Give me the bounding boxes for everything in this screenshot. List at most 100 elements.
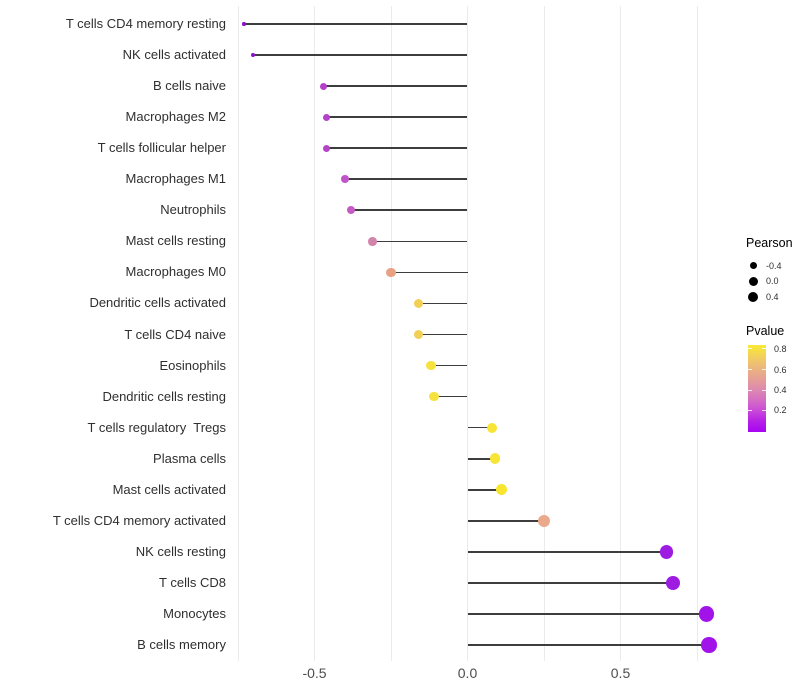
legend-pearson-items: -0.4 0.0 0.4 xyxy=(746,258,800,305)
category-label: Macrophages M1 xyxy=(125,171,226,187)
lollipop-stem xyxy=(467,551,667,553)
lollipop-dot xyxy=(495,484,507,496)
pearson-size-dot-circle xyxy=(749,262,757,270)
lollipop-dot xyxy=(489,453,501,464)
lollipop-dot xyxy=(665,575,680,590)
category-label: T cells regulatory Tregs xyxy=(87,419,226,435)
category-label: NK cells resting xyxy=(135,543,226,559)
category-label: T cells CD8 xyxy=(159,574,226,590)
colorbar-tick-label: 0.6 xyxy=(774,364,787,375)
lollipop-stem xyxy=(430,364,468,367)
lollipop-dot xyxy=(341,175,349,184)
category-label: B cells memory xyxy=(137,637,226,652)
lollipop-dot xyxy=(320,82,328,90)
category-label: Macrophages M0 xyxy=(125,264,226,280)
category-label: Macrophages M2 xyxy=(125,109,226,125)
legend-pvalue-title: Pvalue xyxy=(746,324,785,338)
lollipop-dot xyxy=(425,360,436,371)
colorbar-tick-label: 0.4 xyxy=(774,385,787,396)
legend: Pearson -0.4 0.0 0.4 Pvalue 0.8 0.6 0.4 0.2 xyxy=(746,236,800,432)
legend-pearson: Pearson -0.4 0.0 0.4 xyxy=(746,236,800,305)
x-tick-label: 0.5 xyxy=(610,665,631,681)
pvalue-colorbar-wrap: 0.8 0.6 0.4 0.2 xyxy=(748,343,800,433)
category-label: T cells follicular helper xyxy=(97,140,226,156)
lollipop-stem xyxy=(326,147,468,150)
lollipop-stem xyxy=(418,333,468,336)
lollipop-stem xyxy=(467,519,544,522)
colorbar-tick-label: 0.2 xyxy=(774,405,787,416)
category-label: Mast cells resting xyxy=(125,233,226,249)
lollipop-dot xyxy=(323,113,331,121)
category-label: T cells CD4 memory activated xyxy=(52,512,226,528)
lollipop-dot xyxy=(323,144,331,152)
colorbar-tickmark xyxy=(762,348,766,350)
category-label: Mast cells activated xyxy=(112,481,226,497)
category-label: NK cells activated xyxy=(122,47,226,63)
legend-pearson-item: 0.0 xyxy=(746,274,800,290)
colorbar-tickmark xyxy=(748,389,752,391)
lollipop-stem xyxy=(467,426,492,429)
category-label: Eosinophils xyxy=(159,357,227,373)
legend-pearson-item: -0.4 xyxy=(746,258,800,274)
colorbar-tickmark xyxy=(748,369,752,370)
lollipop-dot xyxy=(413,329,424,340)
lollipop-dot xyxy=(242,22,246,26)
lollipop-stem xyxy=(391,271,468,274)
lollipop-stem xyxy=(345,178,468,181)
category-label: B cells naive xyxy=(153,78,226,94)
gridline xyxy=(390,6,392,661)
gridline xyxy=(696,6,698,661)
gridline xyxy=(543,6,545,661)
colorbar-tickmark xyxy=(762,369,766,370)
lollipop-dot xyxy=(659,544,674,559)
legend-pearson-item: 0.4 xyxy=(746,289,800,305)
lollipop-dot xyxy=(368,237,377,246)
category-label: Neutrophils xyxy=(160,202,226,218)
lollipop-stem xyxy=(351,209,468,212)
legend-pearson-title: Pearson xyxy=(746,236,793,250)
gridline xyxy=(467,6,468,661)
pearson-size-dot-circle xyxy=(747,291,759,303)
lollipop-dot xyxy=(251,52,256,58)
lollipop-stem xyxy=(467,582,673,584)
pearson-size-dot xyxy=(746,290,760,304)
pearson-size-dot xyxy=(746,259,760,273)
lollipop-stem xyxy=(326,116,468,118)
pearson-size-label: -0.4 xyxy=(766,260,782,271)
lollipop-stem xyxy=(418,302,468,305)
gridline xyxy=(237,6,239,661)
category-label: Dendritic cells activated xyxy=(89,295,226,311)
colorbar-tickmark xyxy=(748,409,752,411)
category-label: T cells CD4 memory resting xyxy=(65,16,226,31)
pvalue-colorbar xyxy=(748,345,766,432)
x-tick-label: 0.0 xyxy=(457,665,478,681)
legend-pvalue: Pvalue 0.8 0.6 0.4 0.2 xyxy=(746,324,800,433)
pearson-size-dot-circle xyxy=(748,276,758,286)
lollipop-stem xyxy=(467,488,502,491)
pearson-size-label: 0.0 xyxy=(766,276,779,287)
lollipop-stem xyxy=(467,644,710,646)
category-label: Dendritic cells resting xyxy=(102,388,226,404)
category-label: Monocytes xyxy=(163,605,226,621)
lollipop-stem xyxy=(372,240,468,243)
colorbar-tickmark xyxy=(762,409,766,411)
lollipop-stem xyxy=(323,85,468,87)
lollipop-dot xyxy=(386,267,396,277)
lollipop-dot xyxy=(698,606,714,622)
colorbar-tickmark xyxy=(748,348,752,350)
pearson-size-label: 0.4 xyxy=(766,291,779,302)
lollipop-dot xyxy=(701,637,718,653)
category-label: Plasma cells xyxy=(153,450,226,466)
gridline xyxy=(620,6,621,661)
colorbar-tick-label: 0.8 xyxy=(774,343,787,354)
lollipop-dot xyxy=(413,298,424,309)
lollipop-stem xyxy=(433,395,468,398)
category-label: T cells CD4 naive xyxy=(124,326,226,342)
lollipop-stem xyxy=(253,54,468,56)
lollipop-dot xyxy=(347,206,356,215)
lollipop-stem xyxy=(467,457,496,460)
pearson-size-dot xyxy=(746,274,760,288)
lollipop-dot xyxy=(428,391,439,402)
lollipop-stem xyxy=(467,613,707,615)
